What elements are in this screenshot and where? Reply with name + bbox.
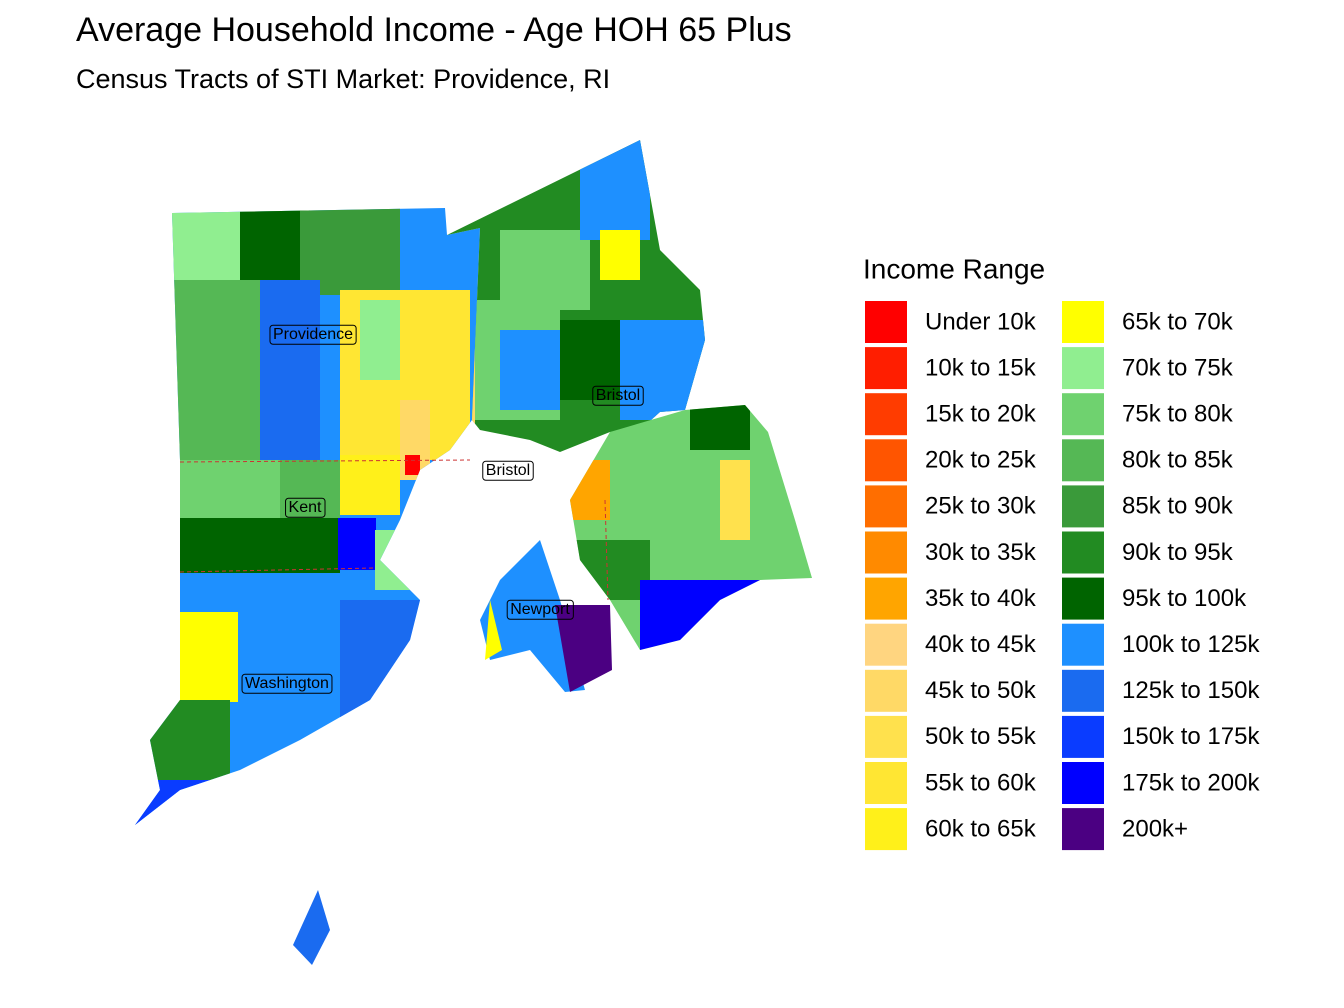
county-line xyxy=(179,459,471,463)
legend-label: 60k to 65k xyxy=(925,815,1037,842)
block-island xyxy=(293,890,330,965)
legend-swatch xyxy=(1062,347,1104,390)
legend: Under 10k 10k to 15k 15k to 20k 20k to 25k 2… xyxy=(865,301,1260,851)
legend-swatch xyxy=(865,485,907,528)
legend-swatch xyxy=(1062,669,1104,712)
tract xyxy=(555,605,612,692)
legend-swatch xyxy=(1062,808,1104,851)
legend-swatch xyxy=(865,808,907,851)
aquidneck-island xyxy=(480,540,585,692)
legend-swatch xyxy=(1062,301,1104,343)
legend-label: 35k to 40k xyxy=(925,585,1037,612)
legend-label: 15k to 20k xyxy=(925,401,1037,428)
title: Average Household Income - Age HOH 65 Pl… xyxy=(76,11,792,49)
legend-label: 55k to 60k xyxy=(925,769,1037,796)
legend-label: 50k to 55k xyxy=(925,723,1037,750)
map xyxy=(135,140,812,965)
label-box xyxy=(592,385,644,406)
legend-label: 30k to 35k xyxy=(925,539,1037,566)
west-region xyxy=(135,208,480,825)
conanicut-island xyxy=(485,600,502,660)
legend-label: 65k to 70k xyxy=(1122,308,1234,335)
legend-label: 10k to 15k xyxy=(925,354,1037,381)
north-region xyxy=(447,140,705,452)
legend-label: 45k to 50k xyxy=(925,677,1037,704)
county-label: Bristol xyxy=(486,462,530,479)
legend-label: 85k to 90k xyxy=(1122,493,1234,520)
map-labels: Providence Bristol Bristol Kent Newport Washi… xyxy=(241,324,644,694)
legend-label: 125k to 150k xyxy=(1122,677,1260,704)
label-box xyxy=(241,673,333,694)
county-line xyxy=(604,499,609,601)
county-label: Providence xyxy=(273,326,353,343)
legend-swatch xyxy=(865,301,907,343)
legend-label: 175k to 200k xyxy=(1122,769,1260,796)
legend-swatch xyxy=(865,623,907,666)
legend-label: Under 10k xyxy=(925,308,1037,335)
legend-label: 40k to 45k xyxy=(925,631,1037,658)
county-label: Kent xyxy=(289,499,322,516)
label-box xyxy=(482,460,534,481)
legend-label: 75k to 80k xyxy=(1122,401,1234,428)
legend-swatch xyxy=(865,715,907,758)
legend-swatch xyxy=(865,669,907,712)
legend-swatch xyxy=(1062,577,1104,620)
legend-label: 70k to 75k xyxy=(1122,354,1234,381)
legend-swatch xyxy=(1062,623,1104,666)
legend-swatch xyxy=(1062,715,1104,758)
county-label: Newport xyxy=(510,601,570,618)
legend-label: 200k+ xyxy=(1122,815,1188,842)
legend-swatch xyxy=(865,393,907,436)
legend-swatch xyxy=(865,531,907,574)
legend-label: 25k to 30k xyxy=(925,493,1037,520)
legend-label: 95k to 100k xyxy=(1122,585,1247,612)
label-box xyxy=(269,324,357,345)
legend-swatch xyxy=(865,577,907,620)
label-box xyxy=(506,599,574,620)
legend-swatch xyxy=(1062,439,1104,482)
legend-swatch xyxy=(1062,531,1104,574)
legend-swatch xyxy=(865,347,907,390)
legend-swatch xyxy=(865,762,907,804)
legend-label: 150k to 175k xyxy=(1122,723,1260,750)
legend-label: 80k to 85k xyxy=(1122,447,1234,474)
legend-label: 20k to 25k xyxy=(925,447,1037,474)
legend-swatch xyxy=(1062,485,1104,528)
legend-swatch xyxy=(865,439,907,482)
county-label: Bristol xyxy=(596,387,640,404)
subtitle: Census Tracts of STI Market: Providence,… xyxy=(76,64,610,94)
legend-swatch xyxy=(1062,393,1104,436)
county-line xyxy=(179,567,376,573)
county-label: Washington xyxy=(245,675,329,692)
legend-title: Income Range xyxy=(863,253,1045,284)
legend-label: 100k to 125k xyxy=(1122,631,1260,658)
legend-label: 90k to 95k xyxy=(1122,539,1234,566)
label-box xyxy=(285,497,326,518)
legend-swatch xyxy=(1062,762,1104,804)
